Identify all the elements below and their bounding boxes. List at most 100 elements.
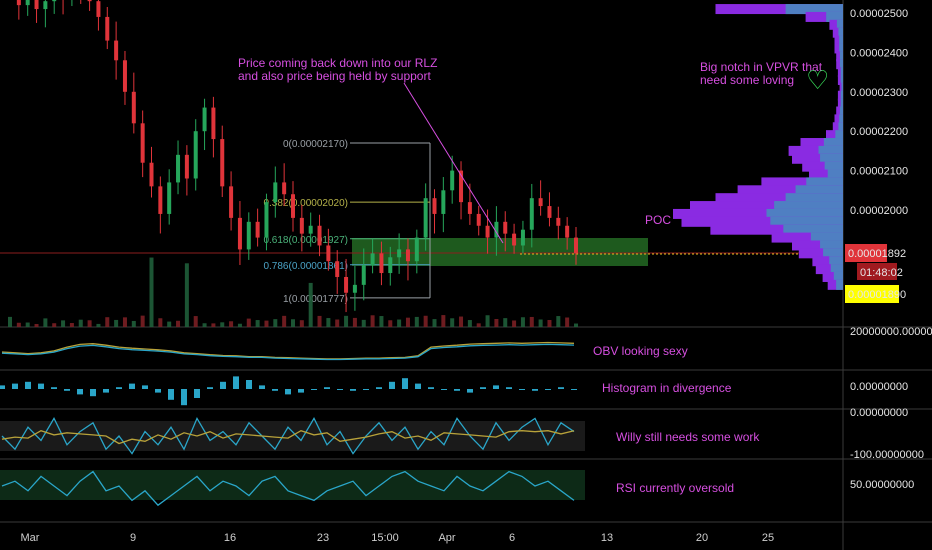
volume-bar [140,315,145,327]
vpvr-bar-up [841,82,843,93]
candle-body [255,221,260,238]
price-tick-label: 0.00002100 [850,166,908,178]
candle-body [405,249,410,262]
date-tick-label: Mar [21,532,40,544]
heart-icon: ♡ [806,65,830,95]
candle-body [308,225,313,234]
vpvr-bar-up [839,51,843,62]
macd-hist-bar [545,389,551,390]
volume-bar [176,320,181,327]
candle-body [211,107,216,140]
volume-bar [105,317,110,327]
candle-body [122,60,127,92]
obv-annotation: OBV looking sexy [593,344,688,358]
candle-body [264,202,269,238]
macd-hist-bar [350,389,356,391]
candle-body [220,139,225,187]
candle-body [520,229,525,246]
volume-bar [78,319,83,327]
volume-bar [193,316,198,327]
vpvr-bar-up [806,177,843,188]
candle-body [16,0,21,6]
vpvr-bar-up [839,43,843,54]
vpvr-bar [800,138,843,149]
vpvr-bar [673,208,843,219]
volume-bar [273,319,278,327]
vpvr-bar [836,59,843,70]
vpvr-bar [710,224,843,235]
macd-hist-bar [0,385,5,389]
candle-body [485,225,490,238]
candle-body [512,233,517,246]
vpvr-bar [837,90,843,101]
last-price-tag-bg [845,244,887,262]
vpvr-bar-up [810,232,843,243]
vpvr-bar [826,130,843,141]
macd-hist-bar [493,385,499,389]
volume-bar [149,257,154,327]
candle-body [414,237,419,262]
vpvr-bar-up [839,35,843,46]
countdown-tag-bg [857,263,897,280]
macd-hist-bar [220,381,226,389]
rsi-band [0,470,585,500]
volume-bar [529,316,534,327]
macd-hist-bar [311,389,317,390]
candle-body [246,221,251,250]
vpvr-bar [837,67,843,78]
price-tick-label: 0.00002400 [850,47,908,59]
date-tick-label: 25 [762,532,774,544]
candle-body [96,1,101,17]
date-tick-label: 13 [601,532,613,544]
vpvr-bar-up [840,74,843,85]
macd-hist-bar [402,378,408,389]
candle-body [229,186,234,218]
volume-bar [361,319,366,327]
vpvr-bar [737,185,843,196]
candle-body [370,253,375,266]
vpvr-bar [837,98,843,109]
date-tick-label: 15:00 [371,532,399,544]
vpvr-bar [834,35,843,46]
volume-bar [405,317,410,327]
volume-bar [432,319,437,327]
volume-bar [282,315,287,327]
rsi-line [1,470,575,507]
candle-body [432,198,437,214]
candle-body [361,265,366,285]
candle-body [344,276,349,293]
vpvr-bar [805,11,843,22]
vpvr-bar-up [785,193,843,204]
macd-hist-bar [480,387,486,389]
volume-bar [352,317,357,327]
volume-bar [450,318,455,327]
candle-body [158,186,163,214]
vpvr-notch-annotation: Big notch in VPVR that need some loving [700,60,823,87]
vpvr-bar [836,51,843,62]
highlight-tag-bg [845,285,899,303]
candle-body [441,190,446,214]
vpvr-bar-up [836,279,843,290]
obv-axis-label: 20000000.00000000 [850,326,932,338]
volume-bar [414,316,419,327]
vpvr-bar-up [838,27,843,38]
volume-bar [211,323,216,327]
volume-bar [485,315,490,327]
candle-body [503,221,508,234]
willy-annotation: Willy still needs some work [616,430,760,444]
candle-body [379,253,384,274]
vpvr-bar [829,19,843,30]
candle-body [494,221,499,238]
vpvr-bar [792,153,843,164]
vpvr-bar-up [836,19,843,30]
vpvr-bar-up [838,122,843,133]
vpvr-bar [802,161,843,172]
candle-body [237,217,242,250]
vpvr-bar [771,232,843,243]
candle-body [184,154,189,179]
vpvr-bar-up [785,4,843,15]
price-tick-label: 0.00002000 [850,205,908,217]
candle-body [556,217,561,226]
volume-bar [167,321,172,327]
macd-hist-bar [142,385,148,389]
